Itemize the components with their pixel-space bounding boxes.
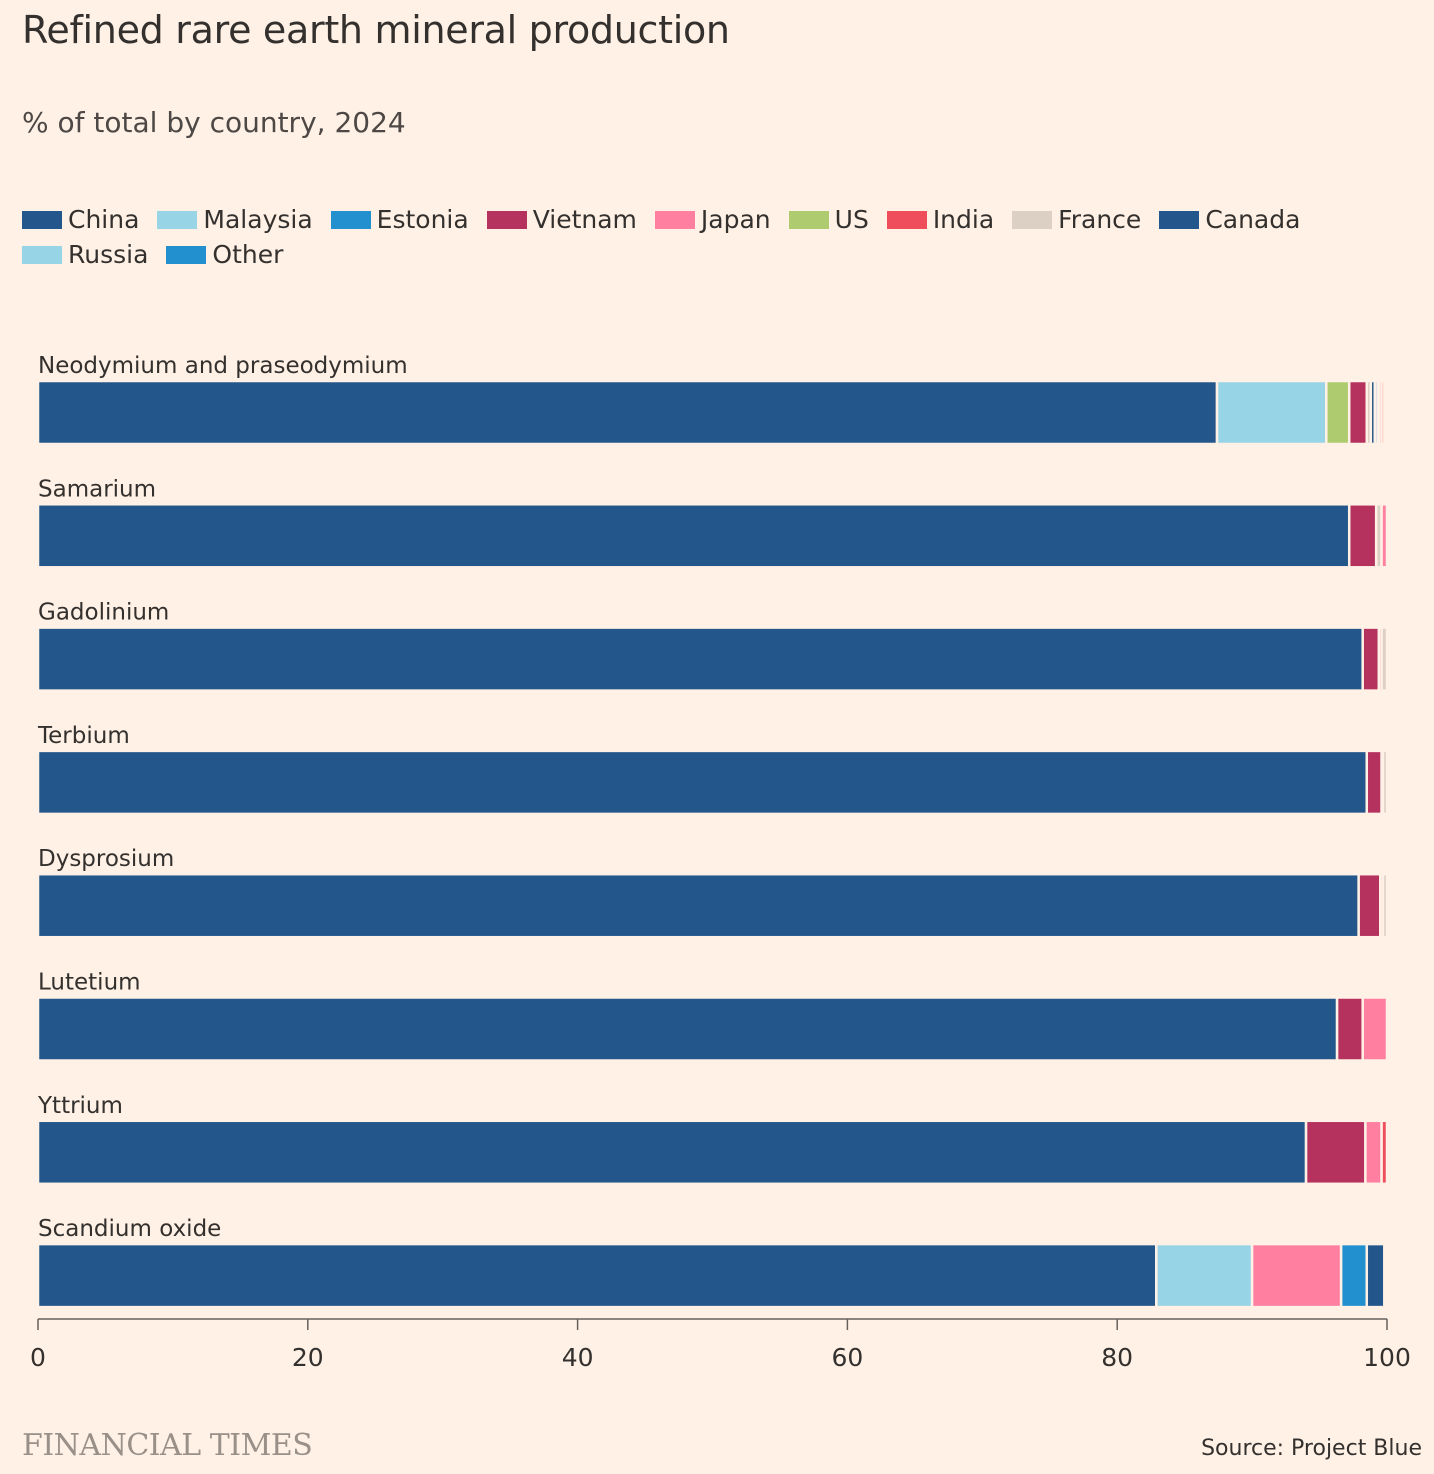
bar-row: Dysprosium	[36, 846, 1389, 939]
bar-row: Terbium	[36, 723, 1389, 816]
legend-item-us: US	[788, 205, 869, 234]
legend-swatch	[22, 210, 62, 229]
x-tick-label: 40	[562, 1343, 594, 1372]
legend-item-vietnam: Vietnam	[486, 205, 637, 234]
legend-label: Japan	[700, 205, 771, 234]
brand-logo: FINANCIAL TIMES	[22, 1428, 313, 1463]
legend-swatch	[788, 210, 829, 229]
bar-segment-japan	[1361, 996, 1389, 1062]
bar-segment-france	[1380, 626, 1389, 692]
bar-segment-vietnam	[1357, 872, 1382, 939]
legend-label: Canada	[1205, 205, 1301, 234]
x-axis: 0 20 40 60 80 100	[30, 1318, 1411, 1372]
legend-swatch	[1012, 210, 1053, 229]
legend-item-russia: Russia	[22, 240, 148, 269]
bar-segment-japan	[1364, 1119, 1383, 1186]
bar-row: Neodymium and praseodymium	[36, 353, 1386, 446]
bar-segment-japan	[1250, 1242, 1343, 1309]
chart-title: Refined rare earth mineral production	[22, 8, 730, 52]
bar-row: Samarium	[36, 476, 1389, 569]
x-tick-label: 100	[1363, 1343, 1411, 1372]
bar-segment-china	[36, 379, 1219, 446]
category-label: Neodymium and praseodymium	[38, 353, 408, 379]
bar-segment-india	[1380, 1119, 1389, 1186]
category-label: Gadolinium	[38, 600, 169, 626]
bar-segment-france	[1381, 872, 1389, 939]
bar-segment-us	[1325, 379, 1351, 446]
bar-segment-malaysia	[1215, 379, 1328, 446]
legend-label: Estonia	[376, 205, 469, 234]
bar-row: Gadolinium	[36, 600, 1389, 692]
chart-subtitle: % of total by country, 2024	[22, 106, 406, 139]
bar-segment-india	[1380, 379, 1386, 446]
source-note: Source: Project Blue	[1201, 1436, 1422, 1461]
legend-item-india: India	[886, 205, 995, 234]
bar-segment-vietnam	[1304, 1119, 1367, 1186]
legend-item-china: China	[22, 205, 139, 234]
x-tick-label: 0	[30, 1343, 46, 1372]
category-label: Yttrium	[37, 1093, 123, 1119]
legend-swatch	[654, 210, 695, 229]
bar-segment-malaysia	[1155, 1242, 1254, 1309]
bar-segment-china	[36, 1119, 1308, 1186]
legend-swatch	[157, 210, 198, 229]
legend-label: Vietnam	[532, 205, 637, 234]
legend-label: India	[932, 205, 995, 234]
bar-segment-china	[36, 996, 1339, 1062]
bar-segment-china	[36, 503, 1351, 569]
legend-item-canada: Canada	[1159, 205, 1300, 234]
legend-swatch	[166, 245, 207, 264]
legend-swatch	[486, 210, 527, 229]
legend-item-malaysia: Malaysia	[157, 205, 313, 234]
bar-segment-china	[36, 626, 1364, 692]
legend-row: Russia Other	[22, 237, 1412, 272]
x-tick-label: 20	[292, 1343, 324, 1372]
bar-segment-vietnam	[1361, 626, 1381, 692]
legend-label: Malaysia	[203, 205, 313, 234]
bar-row: Yttrium	[36, 1093, 1389, 1186]
bar-segment-china	[36, 872, 1360, 939]
stacked-bar-chart: Neodymium and praseodymium Samarium Gadoli…	[30, 353, 1411, 1372]
bar-segment-vietnam	[1365, 749, 1383, 816]
legend-item-other: Other	[166, 240, 283, 269]
legend-label: China	[68, 205, 140, 234]
legend-label: Russia	[68, 240, 149, 269]
bar-segment-japan	[1380, 503, 1389, 569]
bar-segment-china	[36, 1242, 1158, 1309]
bar-segment-vietnam	[1347, 503, 1378, 569]
bar-segment-canada	[1365, 1242, 1386, 1309]
category-label: Scandium oxide	[38, 1216, 221, 1242]
bar-segment-other	[1339, 1242, 1369, 1309]
bar-segment-vietnam	[1335, 996, 1364, 1062]
category-label: Dysprosium	[38, 846, 174, 872]
legend-item-estonia: Estonia	[330, 205, 469, 234]
category-label: Lutetium	[38, 970, 141, 996]
legend-swatch	[886, 210, 927, 229]
category-label: Samarium	[38, 476, 156, 502]
legend-row: China Malaysia Estonia Vietnam Japan US India F…	[22, 202, 1412, 237]
legend-label: US	[834, 205, 869, 234]
bar-row: Lutetium	[36, 970, 1389, 1062]
legend: China Malaysia Estonia Vietnam Japan US India F…	[22, 202, 1412, 272]
legend-item-japan: Japan	[654, 205, 771, 234]
legend-swatch	[22, 245, 62, 264]
x-tick-label: 80	[1101, 1343, 1133, 1372]
x-tick-label: 60	[831, 1343, 863, 1372]
bar-segment-china	[36, 749, 1369, 816]
bar-segment-vietnam	[1347, 379, 1369, 446]
bar-segment-france	[1381, 749, 1389, 816]
category-label: Terbium	[37, 723, 130, 749]
legend-item-france: France	[1012, 205, 1141, 234]
legend-swatch	[1159, 210, 1200, 229]
bar-row: Scandium oxide	[36, 1216, 1386, 1309]
legend-label: France	[1058, 205, 1142, 234]
legend-label: Other	[212, 240, 284, 269]
legend-swatch	[330, 210, 371, 229]
